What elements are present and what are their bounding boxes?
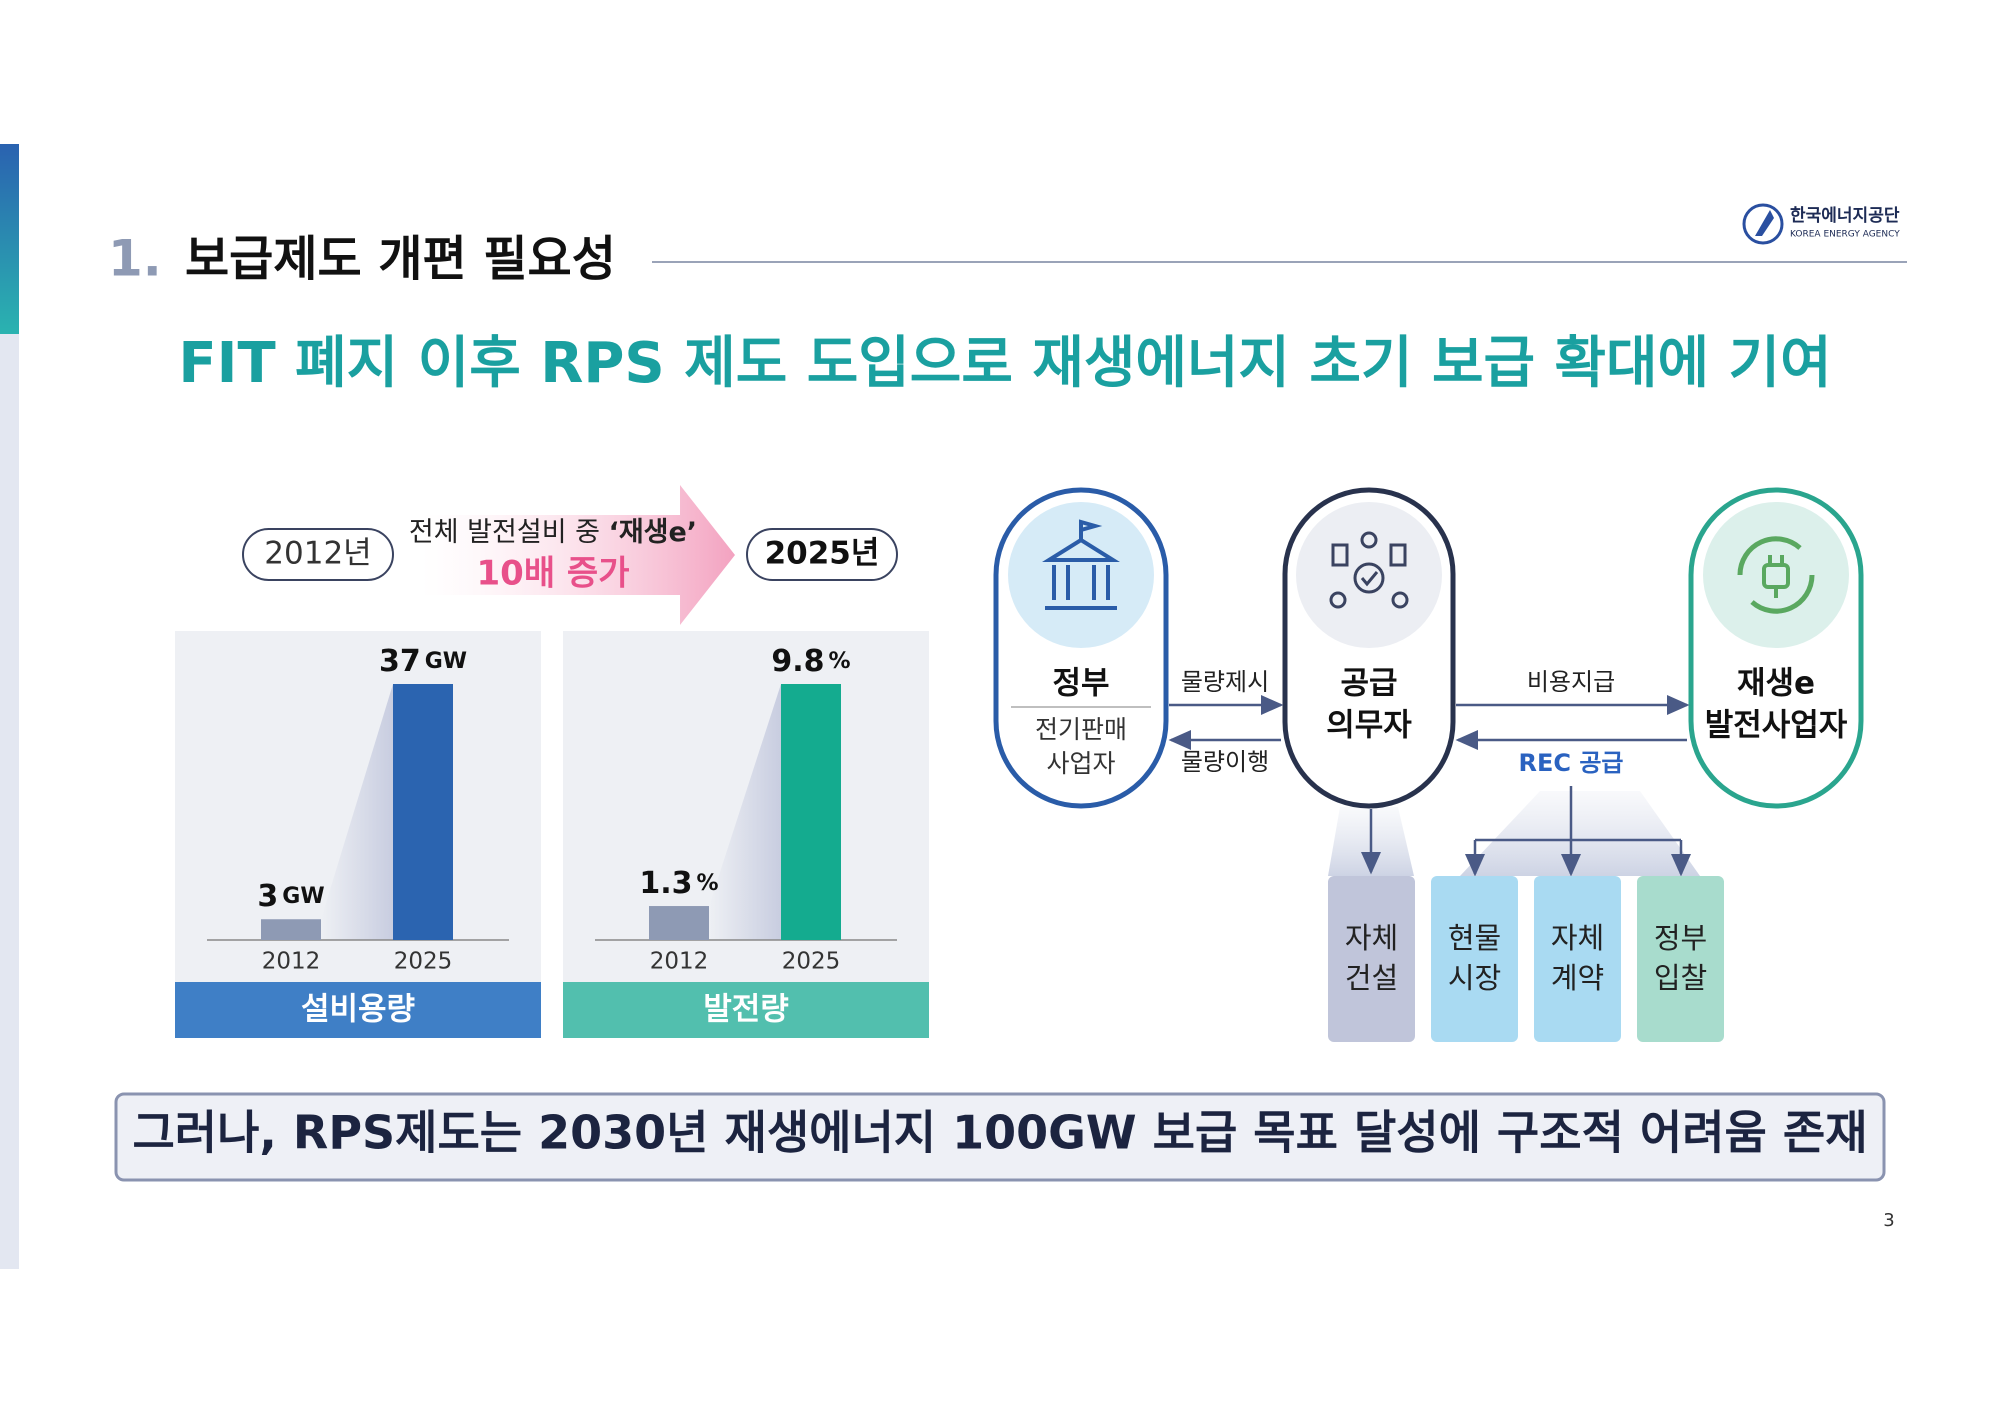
option-box	[1328, 876, 1415, 1042]
edge-label: 물량이행	[1181, 748, 1269, 776]
bar	[649, 906, 709, 940]
growth-caption: 전체 발전설비 중 ‘재생e’	[409, 517, 697, 548]
chart-title: 설비용량	[301, 992, 415, 1028]
section-number: 1.	[108, 230, 162, 288]
node-title: 의무자	[1326, 708, 1412, 744]
value: 1.3	[639, 866, 692, 901]
pill	[242, 528, 394, 581]
category-label: 2012	[650, 949, 709, 975]
funnel	[1460, 791, 1700, 876]
node-title: 발전사업자	[1705, 708, 1848, 744]
value: 9.8	[771, 644, 824, 679]
chart-title: 발전량	[703, 992, 789, 1028]
logo: 한국에너지공단 KOREA ENERGY AGENCY	[1742, 203, 1900, 245]
conclusion: 그러나, RPS제도는 2030년 재생에너지 100GW 보급 목표 달성에 …	[132, 1106, 1867, 1160]
bar	[781, 684, 841, 940]
option-label: 입찰	[1654, 961, 1707, 995]
option-box	[1637, 876, 1724, 1042]
node-subtitle: 사업자	[1046, 749, 1115, 778]
value-label: 9.8%	[771, 644, 850, 679]
unit: GW	[282, 884, 324, 909]
unit: GW	[425, 649, 467, 674]
node-title: 재생e	[1737, 666, 1815, 702]
growth-arrow	[421, 485, 735, 625]
option-label: 건설	[1345, 961, 1398, 995]
conclusion-box	[114, 1092, 1886, 1182]
bar	[261, 919, 321, 940]
value-label: 3 GW	[257, 879, 324, 914]
logo-korean: 한국에너지공단	[1790, 206, 1900, 226]
page-number: 3	[1883, 1210, 1894, 1231]
option-label: 시장	[1448, 961, 1501, 995]
value: 3	[257, 879, 278, 914]
category-label: 2012	[262, 949, 321, 975]
node-supplier	[1282, 487, 1456, 809]
value: 37	[379, 644, 421, 679]
edge-label: REC 공급	[1518, 749, 1623, 777]
section-title: 보급제도 개편 필요성	[185, 231, 616, 287]
bar-shade	[321, 684, 393, 940]
bar	[393, 684, 453, 940]
category-label: 2025	[782, 949, 841, 975]
caption-highlight: ‘재생e’	[609, 517, 698, 548]
node-title: 공급	[1340, 666, 1397, 702]
value-label: 37 GW	[379, 644, 467, 679]
option-label: 자체	[1345, 921, 1398, 955]
year-to: 2025년	[765, 536, 880, 572]
chart-label-bar	[175, 982, 541, 1038]
category-label: 2025	[394, 949, 453, 975]
option-label: 정부	[1654, 921, 1707, 955]
option-label: 자체	[1551, 921, 1604, 955]
node-gov	[993, 487, 1169, 809]
pill	[746, 528, 898, 581]
option-box	[1431, 876, 1518, 1042]
node-generator	[1688, 487, 1864, 809]
side-accent	[0, 144, 19, 334]
headline: FIT 폐지 이후 RPS 제도 도입으로 재생에너지 초기 보급 확대에 기여	[178, 331, 1831, 396]
logo-english: KOREA ENERGY AGENCY	[1790, 230, 1900, 240]
edge-label: 비용지급	[1527, 668, 1615, 696]
node-title: 정부	[1052, 666, 1109, 702]
side-bar	[0, 334, 19, 1269]
caption: 전체 발전설비 중	[409, 517, 609, 548]
unit: %	[829, 649, 851, 674]
year-from: 2012년	[264, 536, 371, 572]
unit: %	[697, 871, 719, 896]
chart-label-bar	[563, 982, 929, 1038]
edge-label: 물량제시	[1181, 668, 1269, 696]
value-label: 1.3%	[639, 866, 718, 901]
bar-shade	[709, 684, 781, 940]
option-label: 계약	[1551, 961, 1604, 995]
option-box	[1534, 876, 1621, 1042]
growth-result: 10배 증가	[477, 554, 630, 594]
option-label: 현물	[1448, 921, 1501, 955]
node-subtitle: 전기판매	[1035, 715, 1127, 744]
flow-arrows	[1168, 695, 1691, 877]
